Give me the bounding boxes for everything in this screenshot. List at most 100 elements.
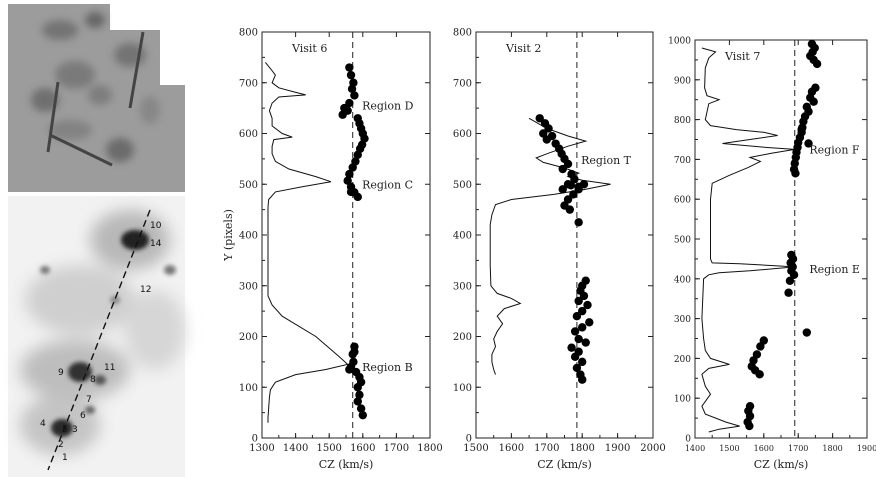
- y-tick-label: 300: [453, 281, 472, 292]
- data-point: [355, 390, 364, 400]
- data-point: [578, 323, 587, 332]
- data-point: [353, 150, 362, 160]
- x-tick-label: 1500: [316, 443, 341, 454]
- data-point: [755, 370, 764, 379]
- knot-label: 8: [90, 375, 96, 385]
- data-point: [345, 365, 354, 374]
- plot-frame: [694, 39, 868, 439]
- y-tick-label: 500: [674, 236, 691, 246]
- y-tick-label: 800: [674, 116, 691, 126]
- data-point: [574, 334, 583, 344]
- data-point: [353, 383, 362, 392]
- panel-title: Visit 7: [724, 50, 760, 63]
- data-point: [802, 328, 811, 337]
- data-point: [565, 205, 575, 214]
- region-annotation: Region B: [362, 361, 413, 374]
- y-tick-label: 100: [674, 395, 691, 405]
- y-tick-label: 700: [239, 78, 258, 89]
- y-tick-label: 600: [453, 129, 472, 140]
- x-axis-label: CZ (km/s): [537, 458, 592, 471]
- data-point: [567, 343, 576, 352]
- knot-label: 9: [58, 368, 64, 378]
- data-point: [745, 421, 754, 431]
- y-tick-label: 200: [674, 355, 691, 365]
- data-point: [578, 306, 587, 316]
- spectrum-curve: [701, 47, 795, 433]
- y-tick-label: 900: [674, 76, 691, 86]
- knot-label: 6: [80, 411, 86, 421]
- y-tick-label: 800: [239, 28, 258, 39]
- x-tick-label: 1700: [384, 443, 409, 454]
- data-point: [791, 169, 800, 178]
- data-point: [350, 91, 359, 100]
- data-point: [345, 63, 354, 72]
- data-point: [572, 312, 582, 321]
- panel-title: Visit 2: [505, 42, 541, 55]
- data-point: [544, 124, 553, 133]
- data-point: [585, 318, 594, 327]
- data-point: [563, 159, 573, 169]
- data-point: [756, 342, 765, 351]
- y-tick-label: 200: [453, 332, 472, 343]
- x-tick-label: 2000: [640, 443, 665, 454]
- data-point: [353, 397, 362, 406]
- knot-label: 12: [140, 285, 151, 295]
- y-tick-label: 400: [453, 231, 472, 242]
- y-tick-label: 0: [466, 434, 472, 445]
- data-point: [809, 97, 818, 106]
- data-point: [784, 288, 793, 297]
- data-point: [570, 352, 580, 361]
- x-tick-label: 1400: [283, 443, 308, 454]
- data-point: [570, 327, 580, 336]
- x-tick-label: 1900: [605, 443, 630, 454]
- y-tick-label: 0: [252, 434, 258, 445]
- data-point: [789, 270, 799, 280]
- x-axis-label: CZ (km/s): [319, 458, 374, 471]
- chart-panel-2: 1500 1600 1700 1800 1900 2000 0 100 200 300 400 500…: [453, 28, 666, 472]
- data-point: [579, 291, 589, 301]
- data-point: [350, 347, 359, 356]
- data-point: [535, 114, 544, 123]
- data-point: [563, 180, 573, 189]
- y-axis-label: Y (pixels): [222, 209, 235, 262]
- x-tick-label: 1900: [857, 444, 876, 453]
- y-tick-label: 800: [453, 28, 472, 39]
- y-tick-label: 700: [674, 156, 691, 166]
- x-tick-label: 1700: [534, 443, 559, 454]
- spectrum-curve: [489, 117, 611, 375]
- data-point: [358, 410, 367, 420]
- y-tick-label: 100: [453, 383, 472, 394]
- x-tick-label: 1800: [569, 443, 594, 454]
- x-tick-label: 1700: [788, 444, 808, 453]
- y-tick-label: 700: [453, 78, 472, 89]
- region-annotation: Region D: [362, 100, 414, 113]
- knot-label: 3: [72, 425, 78, 435]
- plot-frame: [261, 31, 431, 439]
- x-tick-label: 1800: [417, 443, 442, 454]
- data-point: [539, 129, 548, 138]
- data-point: [558, 185, 567, 194]
- data-point: [558, 164, 567, 174]
- data-point: [570, 174, 579, 184]
- data-point: [578, 375, 587, 384]
- data-point: [348, 163, 357, 172]
- data-point: [346, 187, 356, 197]
- data-point: [346, 70, 356, 80]
- region-annotation: Region C: [362, 178, 413, 191]
- data-point: [578, 357, 587, 367]
- data-point: [579, 180, 589, 189]
- data-point: [804, 139, 813, 148]
- y-tick-label: 600: [674, 196, 691, 206]
- knot-label: 5: [62, 425, 68, 435]
- x-tick-label: 1800: [822, 444, 842, 453]
- x-tick-label: 1500: [719, 444, 739, 453]
- y-tick-label: 0: [685, 435, 691, 445]
- y-tick-label: 400: [674, 275, 691, 285]
- data-point: [812, 59, 822, 69]
- data-point: [340, 103, 349, 113]
- region-annotation: Region T: [581, 154, 632, 167]
- knot-label: 4: [40, 419, 46, 429]
- chart-panel-3: 1400 1500 1600 1700 1800 1900 0 100 200 300 400 500…: [668, 37, 876, 472]
